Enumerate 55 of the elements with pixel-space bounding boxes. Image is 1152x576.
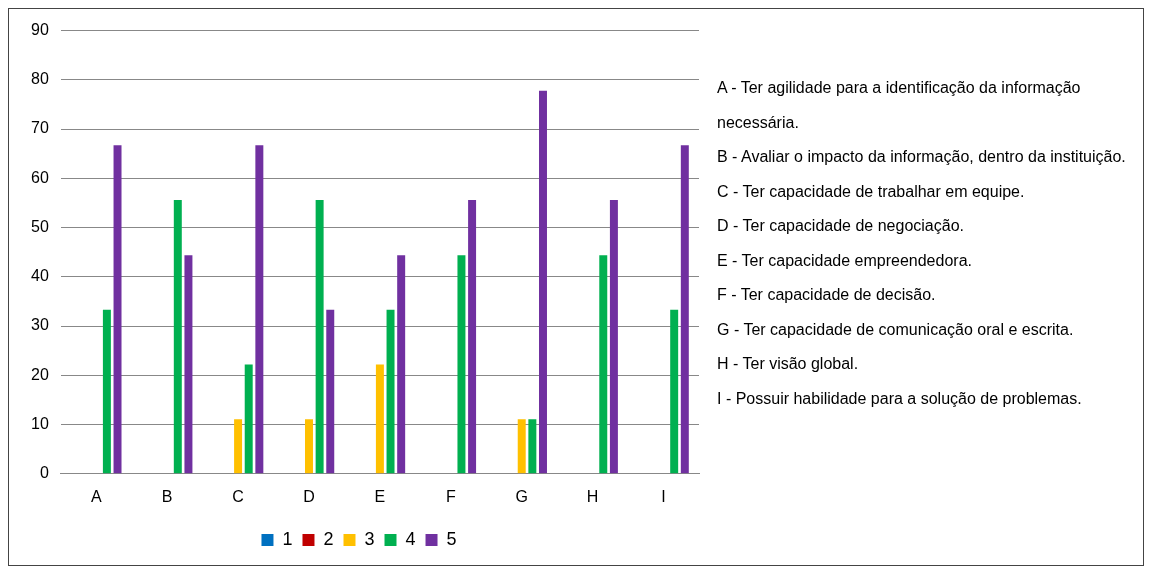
y-tick-label: 90 [31,21,49,39]
bar [315,200,324,474]
bar [670,309,679,474]
y-tick-label: 70 [31,119,49,137]
y-tick-label: 40 [31,267,49,285]
bar [680,145,689,474]
text: H - Ter visão global. [717,354,860,374]
y-tick-label: 0 [39,464,49,482]
y-tick-label: 60 [31,168,49,186]
bar [184,255,193,474]
bar [397,255,406,474]
bar [326,309,335,474]
text: B - Avaliar o impacto da informação, dentro da instituição. [717,147,1127,167]
bar [386,309,395,474]
x-tick-label: E [374,487,386,505]
text: D - Ter capacidade de negociação. [717,216,965,236]
legend-label: 1 [282,528,293,549]
bar [539,90,547,474]
x-tick-label: B [161,487,173,505]
text: I - Possuir habilidade para a solução de problemas. [717,388,1083,409]
x-tick-label: D [303,487,315,505]
bar [375,364,384,474]
bar [468,200,477,474]
bar [599,255,608,474]
y-tick-label: 10 [31,414,49,432]
legend-label: 3 [364,528,375,549]
bar [244,364,253,474]
bar [102,309,111,474]
y-tick-label: 50 [31,217,49,235]
bar [113,145,122,474]
y-tick-label: 30 [31,316,49,334]
legend-label: 2 [323,528,334,549]
bar [517,419,526,474]
bar [255,145,264,474]
bar [234,419,243,474]
text: C - Ter capacidade de trabalhar em equipe. [717,181,1026,202]
x-tick-label: G [515,487,528,505]
bar [528,419,537,474]
legend-label: 5 [446,528,457,549]
legend-label: 4 [405,528,416,549]
x-tick-label: I [661,487,666,505]
x-tick-label: F [445,487,456,505]
text: G - Ter capacidade de comunicação oral e escrita. [717,319,1075,340]
text: F - Ter capacidade de decisão. [717,285,937,305]
text: A - Ter agilidade para a identificação da informação necessária. [717,78,1082,133]
y-tick-label: 80 [31,70,49,88]
bar [609,200,618,474]
x-tick-label: C [232,487,244,505]
text: E - Ter capacidade empreendedora. [717,250,973,271]
x-tick-label: A [90,487,102,505]
bar [305,419,313,474]
x-tick-label: H [586,487,599,505]
y-tick-label: 20 [31,365,49,383]
bar [173,200,182,474]
bar [457,255,466,474]
